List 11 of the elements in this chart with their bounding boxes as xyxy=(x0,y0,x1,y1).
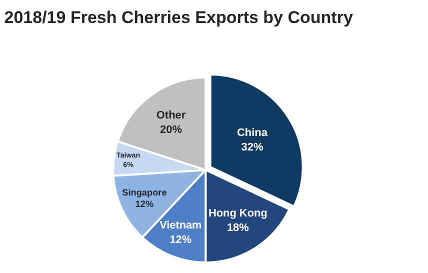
data-label: 12% xyxy=(170,234,192,246)
slice-label: Other xyxy=(156,110,186,122)
chart-title: 2018/19 Fresh Cherries Exports by Country xyxy=(4,8,354,27)
slice-label: Hong Kong xyxy=(208,208,268,220)
data-label: 12% xyxy=(135,199,154,210)
slice-label: Vietnam xyxy=(160,220,202,232)
data-label: 32% xyxy=(241,141,264,154)
slice-label: Singapore xyxy=(122,187,167,198)
slice-label: China xyxy=(236,126,268,139)
data-label: 18% xyxy=(226,222,250,234)
data-label: 20% xyxy=(160,124,182,136)
